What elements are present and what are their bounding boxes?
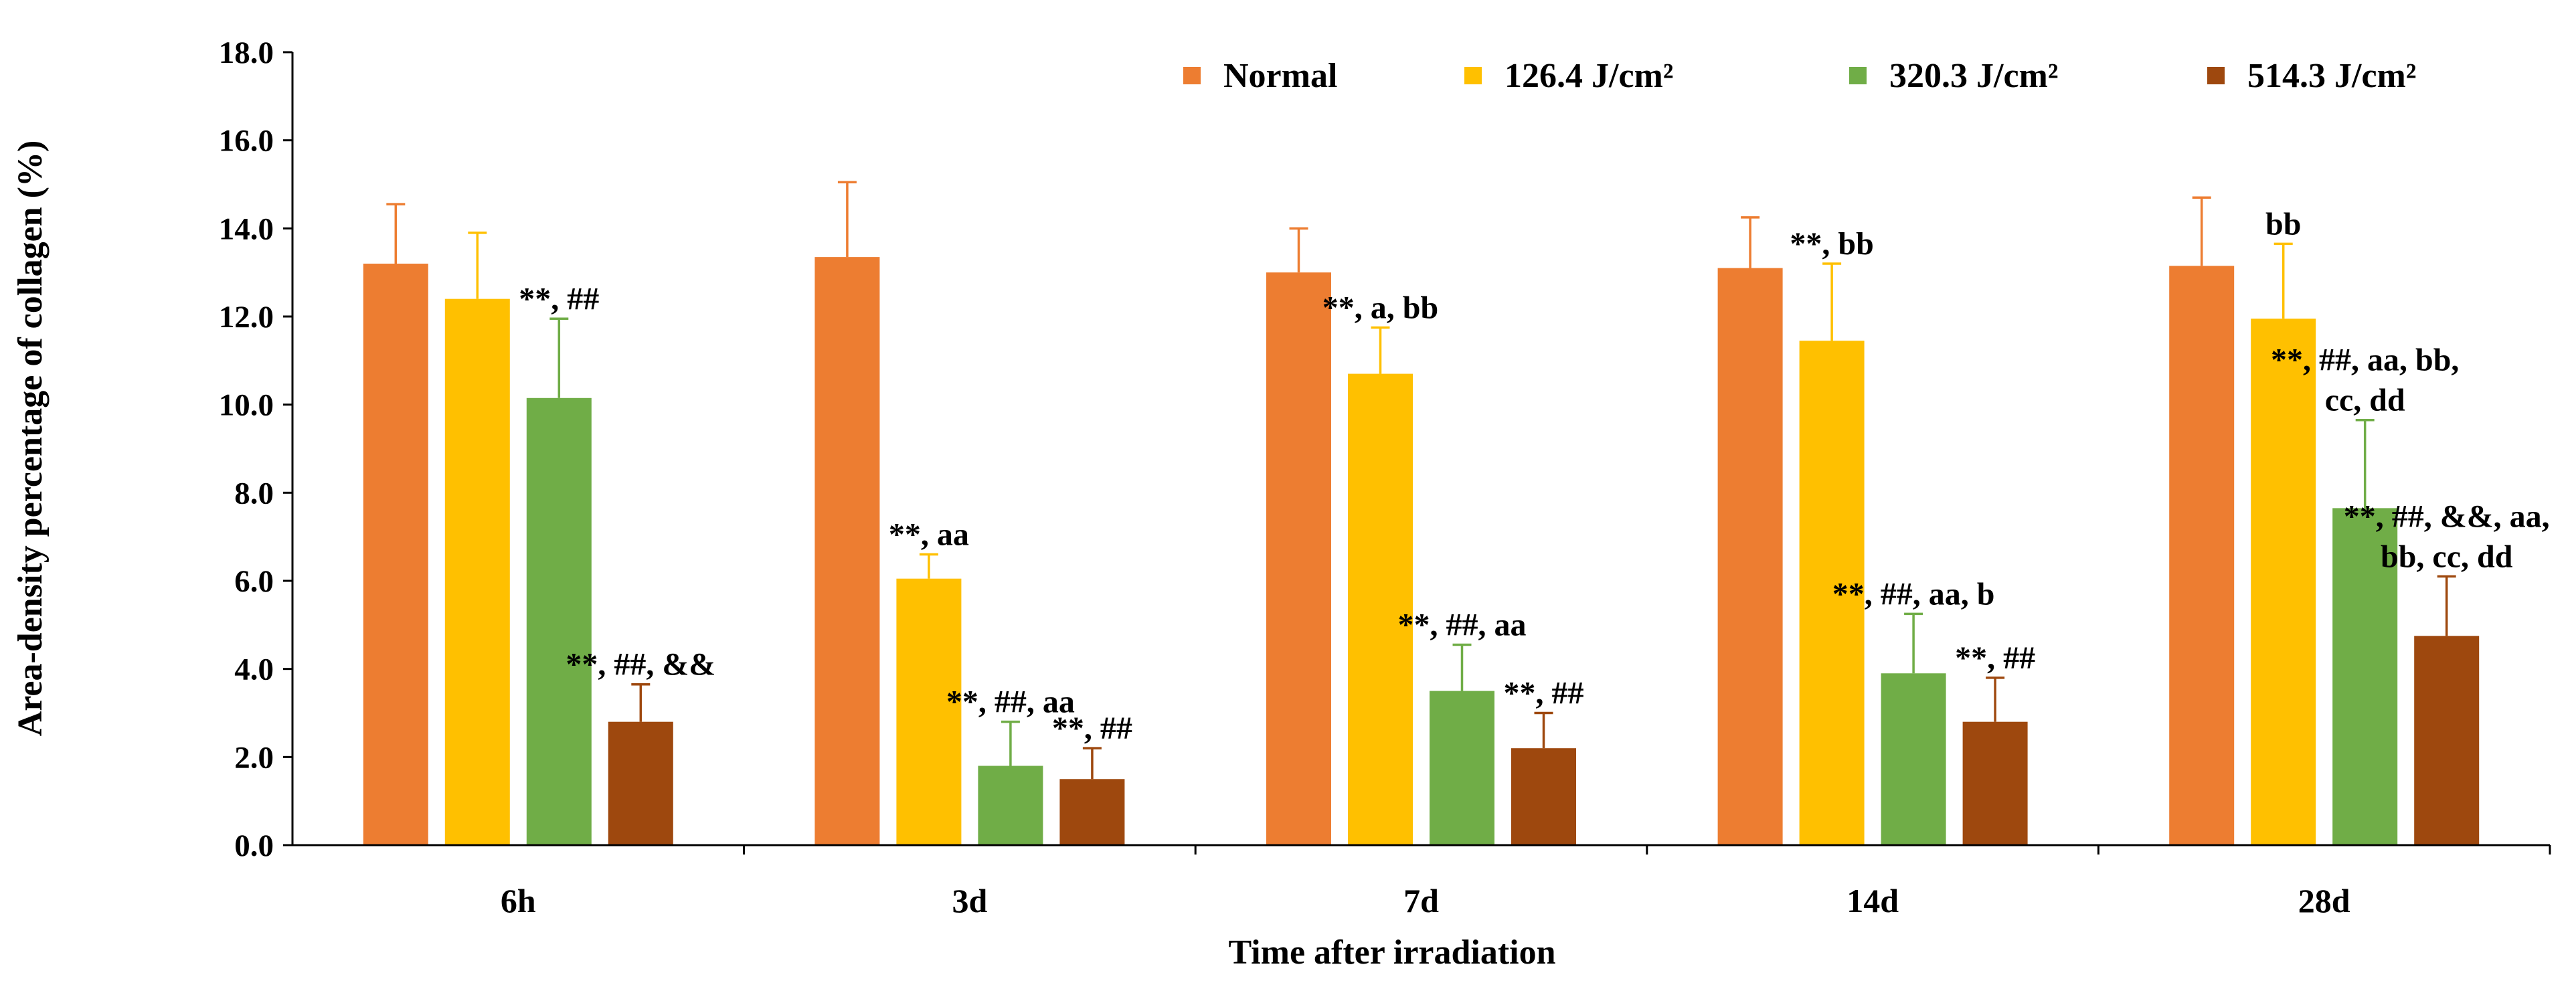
significance-annotation: **, ## — [1052, 711, 1132, 746]
x-category-label: 6h — [501, 882, 536, 919]
bar-7d-series-3 — [1511, 748, 1576, 845]
legend-swatch — [1464, 67, 1482, 84]
y-tick-label: 14.0 — [219, 211, 274, 246]
bar-6h-series-3 — [608, 721, 673, 845]
significance-annotation: **, ##, && — [566, 647, 715, 683]
significance-annotation: **, a, bb — [1322, 290, 1438, 325]
legend-swatch — [2207, 67, 2225, 84]
significance-annotation: **, ## — [1504, 676, 1584, 711]
bars — [363, 257, 2480, 846]
y-tick-label: 16.0 — [219, 124, 274, 159]
legend: Normal 126.4 J/cm² 320.3 J/cm² 514.3 J/cm² — [1183, 57, 2416, 95]
y-tick-label: 10.0 — [219, 388, 274, 423]
bar-3d-series-3 — [1059, 779, 1125, 845]
y-tick-label: 0.0 — [234, 828, 274, 863]
y-axis-ticks: 0.0 2.0 4.0 6.0 8.0 10.0 12.0 14.0 16.0 18.0 — [219, 35, 292, 863]
y-tick-label: 4.0 — [234, 652, 274, 687]
bar-7d-series-1 — [1348, 373, 1413, 845]
x-axis-category-labels: 6h 3d 7d 14d 28d — [501, 882, 2350, 919]
bar-28d-series-3 — [2414, 636, 2480, 845]
legend-label: 514.3 J/cm² — [2247, 57, 2416, 95]
significance-annotation: bb, cc, dd — [2381, 539, 2513, 574]
error-bars — [386, 181, 2456, 780]
y-tick-label: 12.0 — [219, 300, 274, 335]
x-category-label: 3d — [952, 882, 987, 919]
y-tick-label: 18.0 — [219, 35, 274, 70]
y-axis-title: Area-density percentage of collagen (%) — [11, 141, 50, 737]
significance-annotation: **, ##, &&, aa, — [2344, 499, 2550, 534]
bar-3d-series-1 — [896, 578, 962, 845]
significance-annotation: **, ##, aa, bb, — [2271, 343, 2459, 378]
x-axis-title: Time after irradiation — [1228, 933, 1555, 972]
bar-6h-series-1 — [444, 298, 510, 846]
bar-14d-series-2 — [1881, 673, 1946, 845]
significance-annotation: cc, dd — [2325, 383, 2405, 418]
significance-annotation: **, ##, aa — [946, 685, 1075, 720]
significance-annotation: **, bb — [1790, 226, 1873, 262]
bar-28d-series-2 — [2332, 508, 2398, 845]
bar-28d-series-1 — [2251, 319, 2316, 846]
bar-14d-series-1 — [1799, 341, 1865, 845]
legend-swatch — [1183, 67, 1201, 84]
legend-label: 320.3 J/cm² — [1889, 57, 2058, 95]
legend-label: Normal — [1223, 57, 1337, 95]
legend-label: 126.4 J/cm² — [1505, 57, 1673, 95]
axes — [291, 52, 2551, 855]
significance-annotation: **, ## — [1955, 640, 2035, 676]
y-tick-label: 2.0 — [234, 740, 274, 775]
x-category-label: 28d — [2298, 882, 2350, 919]
y-tick-label: 8.0 — [234, 476, 274, 511]
bar-3d-series-2 — [978, 766, 1043, 845]
bar-6h-series-0 — [363, 264, 428, 845]
x-category-label: 14d — [1847, 882, 1899, 919]
legend-swatch — [1849, 67, 1867, 84]
bar-7d-series-2 — [1430, 691, 1494, 845]
y-tick-label: 6.0 — [234, 564, 274, 599]
bar-6h-series-2 — [526, 397, 592, 845]
significance-annotation: **, aa — [889, 517, 969, 553]
significance-annotation: **, ##, aa, b — [1832, 576, 1995, 612]
bar-3d-series-0 — [814, 257, 880, 845]
bar-7d-series-0 — [1266, 272, 1331, 846]
bar-14d-series-3 — [1962, 721, 2028, 845]
bar-28d-series-0 — [2169, 266, 2235, 846]
significance-annotation: **, ## — [519, 281, 599, 317]
annotations: **, ##**, ##, &&**, aa**, ##, aa**, ##**… — [519, 206, 2549, 746]
bar-14d-series-0 — [1717, 268, 1783, 845]
significance-annotation: **, ##, aa — [1398, 607, 1527, 642]
x-category-label: 7d — [1403, 882, 1439, 919]
significance-annotation: bb — [2265, 206, 2301, 242]
